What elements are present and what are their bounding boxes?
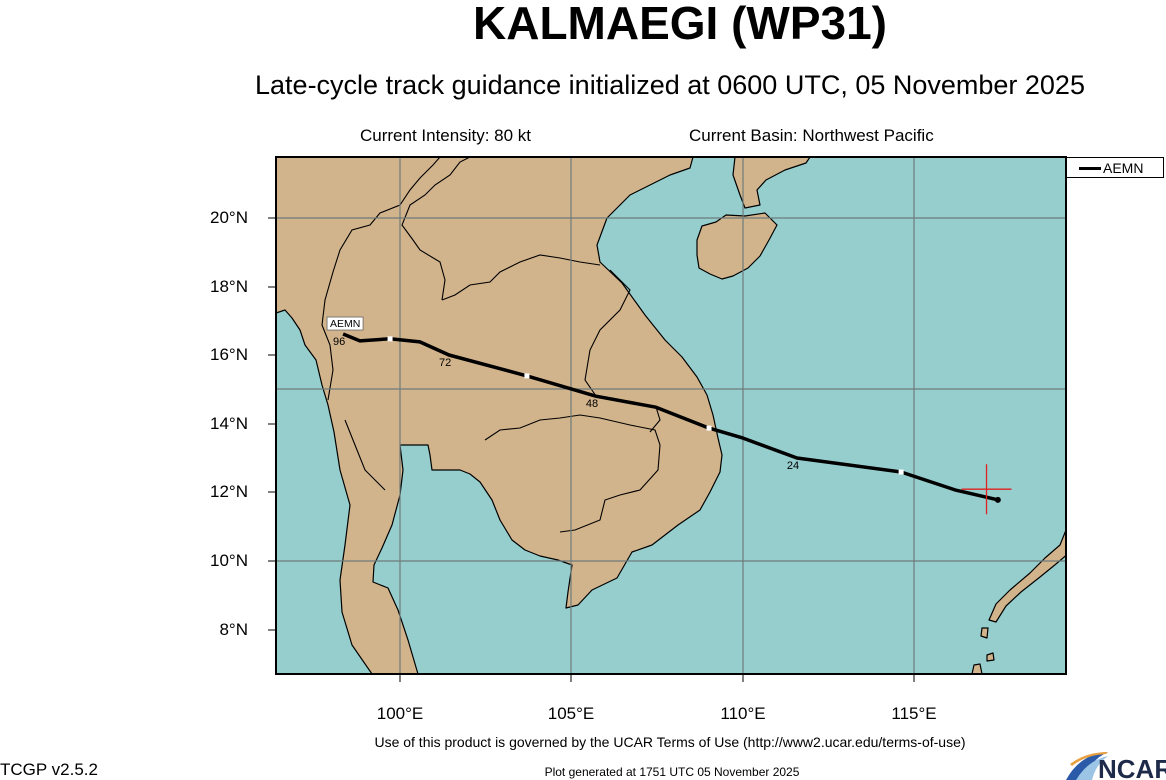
forecast-hour-label: 48 bbox=[586, 398, 598, 410]
track-start-point bbox=[994, 496, 1001, 503]
lat-label-12n: 12°N bbox=[210, 482, 248, 501]
map-frame bbox=[275, 156, 1067, 675]
ticks bbox=[268, 217, 915, 682]
forecast-hour-label: 96 bbox=[333, 336, 345, 348]
terms-of-use-text: Use of this product is governed by the U… bbox=[374, 734, 966, 750]
track-end-label-box bbox=[326, 316, 364, 331]
current-basin: Current Basin: Northwest Pacific bbox=[689, 126, 934, 145]
lat-label-18n: 18°N bbox=[210, 277, 248, 296]
lon-label-100e: 100°E bbox=[376, 704, 424, 723]
plot-generated-text: Plot generated at 1751 UTC 05 November 2… bbox=[544, 765, 800, 779]
land-mainland bbox=[276, 157, 723, 674]
lat-label-8n: 8°N bbox=[219, 620, 248, 639]
legend-line-swatch bbox=[1079, 167, 1101, 170]
track-point-marker bbox=[898, 469, 904, 475]
track-point-marker bbox=[524, 373, 530, 379]
page-title: KALMAEGI (WP31) bbox=[473, 0, 887, 49]
track-end-label: AEMN bbox=[330, 318, 360, 330]
track-aemn: 24 48 72 96 AEMN bbox=[326, 316, 1001, 503]
land-leizhou bbox=[732, 157, 811, 209]
lon-label-110e: 110°E bbox=[720, 704, 766, 723]
track-point-marker bbox=[387, 336, 393, 342]
lat-label-16n: 16°N bbox=[210, 345, 248, 364]
lon-label-115e: 115°E bbox=[891, 704, 937, 723]
legend-label-aemn: AEMN bbox=[1103, 160, 1144, 176]
forecast-hour-label: 72 bbox=[439, 357, 451, 369]
version-label: TCGP v2.5.2 bbox=[0, 760, 98, 779]
current-position-marker bbox=[961, 464, 1012, 515]
current-intensity: Current Intensity: 80 kt bbox=[360, 126, 532, 145]
lat-label-10n: 10°N bbox=[210, 551, 248, 570]
legend: AEMN bbox=[1066, 157, 1164, 178]
lat-label-20n: 20°N bbox=[210, 208, 248, 227]
ncar-logo: NCAR bbox=[1066, 752, 1166, 780]
land-islet bbox=[971, 627, 995, 674]
svg-text:NCAR: NCAR bbox=[1098, 754, 1166, 780]
subtitle: Late-cycle track guidance initialized at… bbox=[255, 70, 1085, 100]
gridlines bbox=[276, 157, 1066, 674]
track-line bbox=[342, 332, 999, 502]
lat-label-14n: 14°N bbox=[210, 414, 248, 433]
borders bbox=[321, 157, 661, 533]
lon-label-105e: 105°E bbox=[547, 704, 595, 723]
track-point-marker bbox=[706, 425, 712, 431]
forecast-hour-label: 24 bbox=[787, 460, 799, 472]
